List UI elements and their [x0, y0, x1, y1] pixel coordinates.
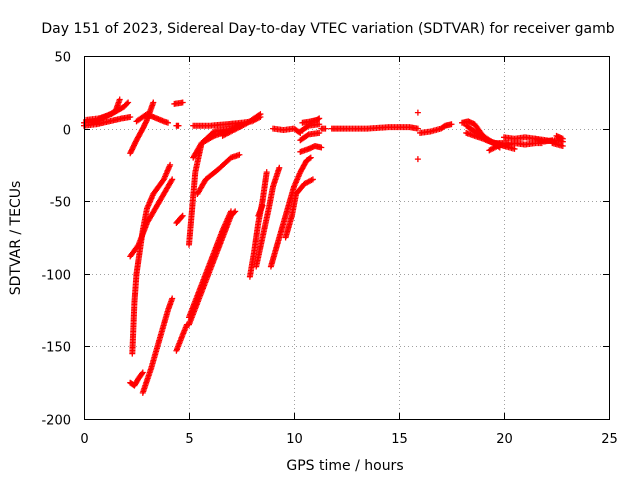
x-tick-label: 10: [286, 432, 303, 447]
plot-frame: [84, 56, 610, 420]
data-point: [167, 161, 174, 168]
data-point: [165, 119, 171, 126]
data-point: [138, 370, 145, 377]
x-tick-label: 15: [391, 432, 408, 447]
data-point: [150, 99, 157, 106]
data-point: [276, 164, 283, 171]
data-point: [175, 122, 182, 129]
data-point: [139, 369, 146, 376]
x-tick-label: 0: [80, 432, 88, 447]
data-point: [124, 100, 131, 107]
y-tick-label: -150: [41, 341, 71, 356]
y-tick-label: -100: [41, 269, 71, 284]
data-point: [169, 295, 176, 302]
data-point: [179, 99, 186, 106]
data-point: [316, 129, 323, 136]
data-point: [318, 144, 325, 151]
data-point: [168, 177, 175, 184]
data-point: [256, 111, 263, 118]
data-point: [309, 176, 316, 183]
data-point: [307, 154, 314, 161]
series-0: [81, 96, 566, 396]
x-axis-label: GPS time / hours: [286, 458, 403, 474]
data-point: [179, 212, 186, 219]
x-tick-label: 5: [185, 432, 193, 447]
data-point: [169, 176, 176, 183]
x-tick-label: 25: [601, 432, 618, 447]
data-point: [414, 156, 421, 163]
data-point: [414, 109, 421, 116]
data-point: [304, 132, 311, 139]
data-point: [559, 143, 566, 150]
data-point: [448, 121, 455, 128]
y-tick-label: 50: [54, 51, 71, 66]
data-point: [316, 121, 323, 128]
data-point: [236, 151, 243, 158]
data-points: [81, 96, 566, 396]
data-point: [259, 202, 266, 209]
data-point: [178, 213, 185, 220]
data-point: [511, 145, 518, 152]
grid: [84, 56, 609, 419]
y-tick-label: -200: [41, 414, 71, 429]
data-point: [228, 208, 234, 215]
data-point: [414, 125, 421, 132]
data-point: [116, 96, 123, 103]
data-point: [306, 155, 313, 162]
data-point: [127, 113, 134, 120]
axes-ticks: 0 5 10 15 20 25 50 0 -50 -100 -150 -200: [41, 51, 617, 448]
data-point: [257, 111, 264, 118]
chart-title: Day 151 of 2023, Sidereal Day-to-day VTE…: [41, 21, 614, 37]
data-point: [322, 125, 329, 132]
data-point: [263, 169, 270, 176]
data-point: [315, 116, 322, 123]
y-axis-label: SDTVAR / TECUs: [8, 181, 24, 296]
data-point: [209, 133, 216, 140]
data-point: [316, 115, 323, 122]
y-tick-label: 0: [63, 124, 71, 139]
data-point: [559, 135, 566, 142]
data-point: [125, 99, 132, 106]
x-tick-label: 20: [496, 432, 513, 447]
data-point: [494, 143, 501, 150]
y-tick-label: -50: [50, 196, 71, 211]
